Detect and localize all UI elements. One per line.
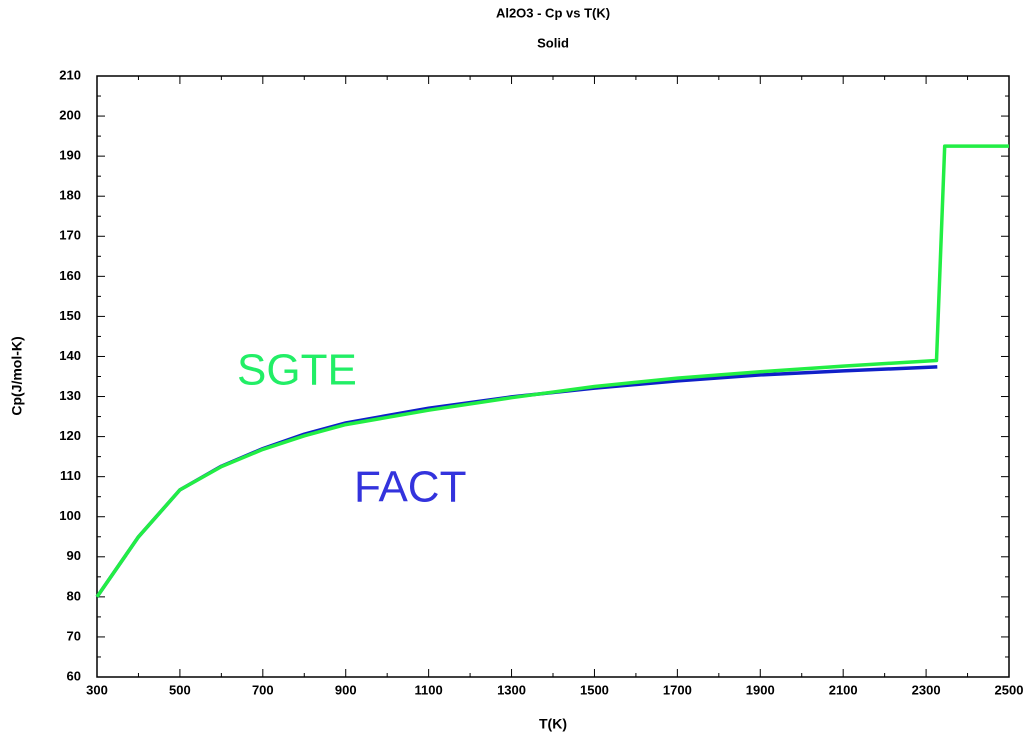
x-tick-label: 700 (252, 682, 274, 697)
annotation: FACT (354, 463, 466, 512)
plot-frame (96, 75, 1010, 678)
y-tick-label: 140 (59, 348, 81, 363)
x-tick-label: 1500 (580, 682, 609, 697)
data-line (95, 365, 938, 598)
y-tick-label: 200 (59, 108, 81, 123)
data-line (95, 144, 1009, 598)
x-tick-label: 1900 (746, 682, 775, 697)
x-tick-label: 900 (335, 682, 357, 697)
y-tick-label: 120 (59, 428, 81, 443)
y-tick-label: 210 (59, 67, 81, 82)
y-tick-label: 90 (67, 548, 81, 563)
x-tick-label: 2500 (995, 682, 1024, 697)
y-tick-label: 110 (60, 468, 81, 483)
y-tick-label: 180 (59, 188, 81, 203)
x-tick-label: 1100 (415, 682, 443, 697)
y-tick-label: 160 (59, 268, 81, 283)
y-axis-label: Cp(J/mol-K) (9, 336, 25, 415)
y-tick-label: 170 (59, 228, 81, 243)
y-tick-label: 100 (59, 508, 81, 523)
y-tick-label: 80 (67, 588, 81, 603)
y-tick-label: 190 (59, 148, 81, 163)
chart-title: Al2O3 - Cp vs T(K) (496, 5, 610, 20)
y-tick-label: 150 (59, 308, 81, 323)
annotation: SGTE (237, 346, 357, 395)
y-tick-label: 70 (67, 628, 81, 643)
chart-subtitle: Solid (537, 35, 569, 50)
x-tick-label: 1300 (497, 682, 526, 697)
x-tick-label: 1700 (663, 682, 692, 697)
x-tick-label: 300 (86, 682, 108, 697)
x-tick-label: 2300 (912, 682, 941, 697)
y-tick-label: 60 (67, 668, 81, 683)
y-tick-label: 130 (59, 388, 81, 403)
x-tick-label: 500 (169, 682, 191, 697)
x-tick-label: 2100 (829, 682, 858, 697)
x-axis-label: T(K) (539, 716, 567, 732)
